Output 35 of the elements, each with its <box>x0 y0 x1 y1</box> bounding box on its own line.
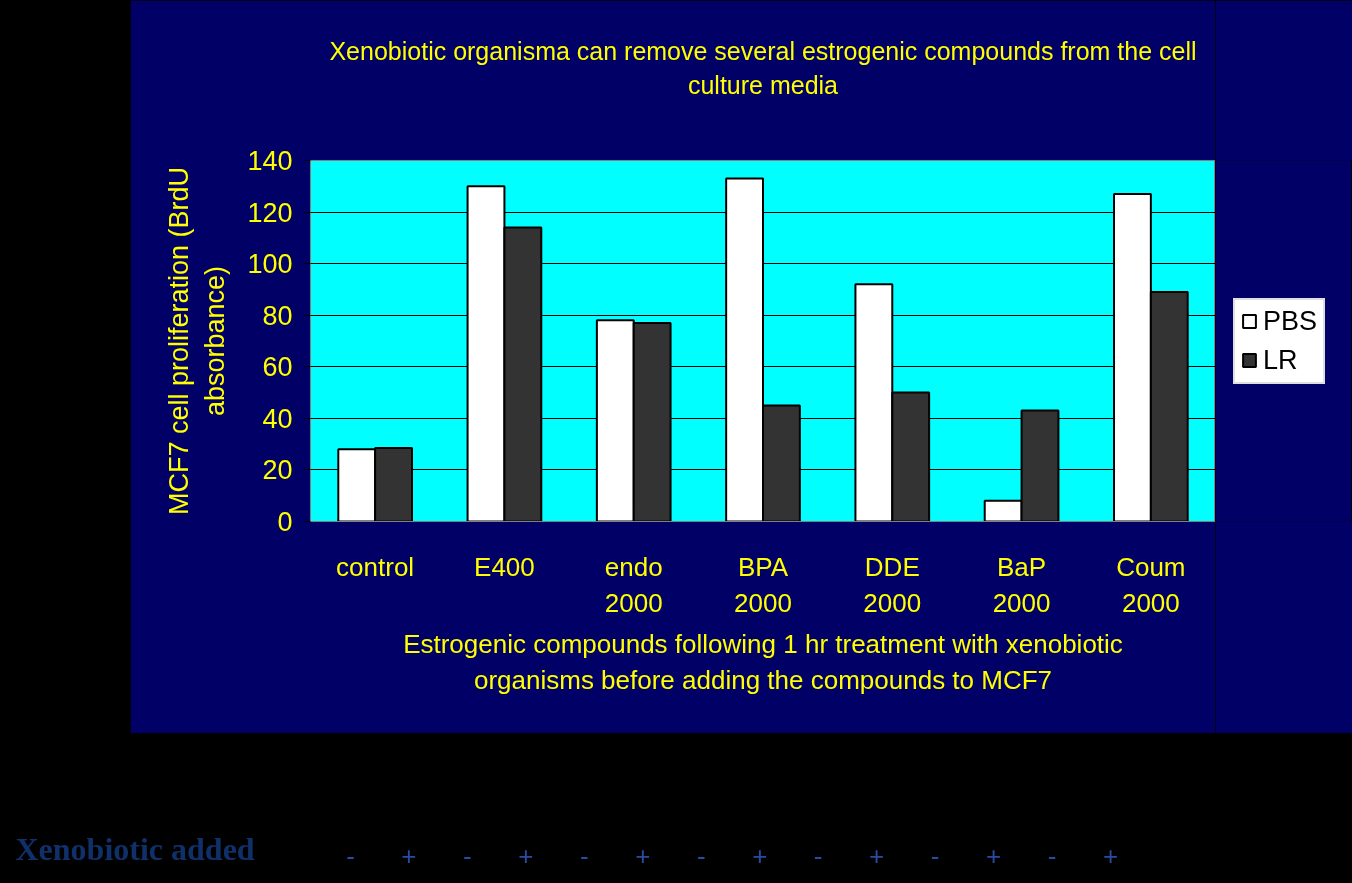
text: - <box>696 840 706 871</box>
text: + <box>518 840 534 871</box>
y-tick-label: 80 <box>262 300 293 331</box>
text: + <box>869 840 885 871</box>
text: - <box>580 840 589 871</box>
text: + <box>752 840 768 871</box>
x-axis-title: Estrogenic compounds following 1 hr treatment with xenobiotic organisms before adding the compounds to MCF7 <box>403 628 1123 695</box>
y-tick-label: 140 <box>247 146 293 176</box>
text: + <box>985 840 1002 871</box>
x-tick-label: DDE 2000 <box>863 551 922 618</box>
x-tick-label: Coum 2000 <box>1116 551 1186 618</box>
text: Xenobiotic added <box>15 830 255 867</box>
x-tick-label: endo 2000 <box>604 551 663 618</box>
x-tick-label: BPA 2000 <box>734 551 792 618</box>
y-tick-label: 40 <box>262 403 293 434</box>
text: + <box>1102 840 1119 871</box>
text: - <box>813 840 823 871</box>
x-tick-label: control <box>336 551 415 582</box>
chart-title: Xenobiotic organisma can remove several estrogenic compounds from the cell culture media <box>329 36 1197 99</box>
y-tick-label: 60 <box>262 352 293 383</box>
text: - <box>930 840 940 871</box>
legend-label: LR <box>1263 344 1298 376</box>
text: - <box>346 840 355 871</box>
text: - <box>463 840 472 871</box>
text: + <box>635 840 651 871</box>
y-axis-title: MCF7 cell proliferation (BrdU absorbance) <box>164 166 231 516</box>
x-tick-label: BaP 2000 <box>992 551 1051 618</box>
text: - <box>1047 840 1057 871</box>
x-tick-label: E400 <box>474 551 535 582</box>
text: + <box>401 840 417 871</box>
y-tick-label: 120 <box>247 197 293 228</box>
legend-label: PBS <box>1263 305 1318 337</box>
y-tick-label: 0 <box>277 507 293 537</box>
y-tick-label: 20 <box>262 455 293 486</box>
y-tick-label: 100 <box>247 249 293 280</box>
